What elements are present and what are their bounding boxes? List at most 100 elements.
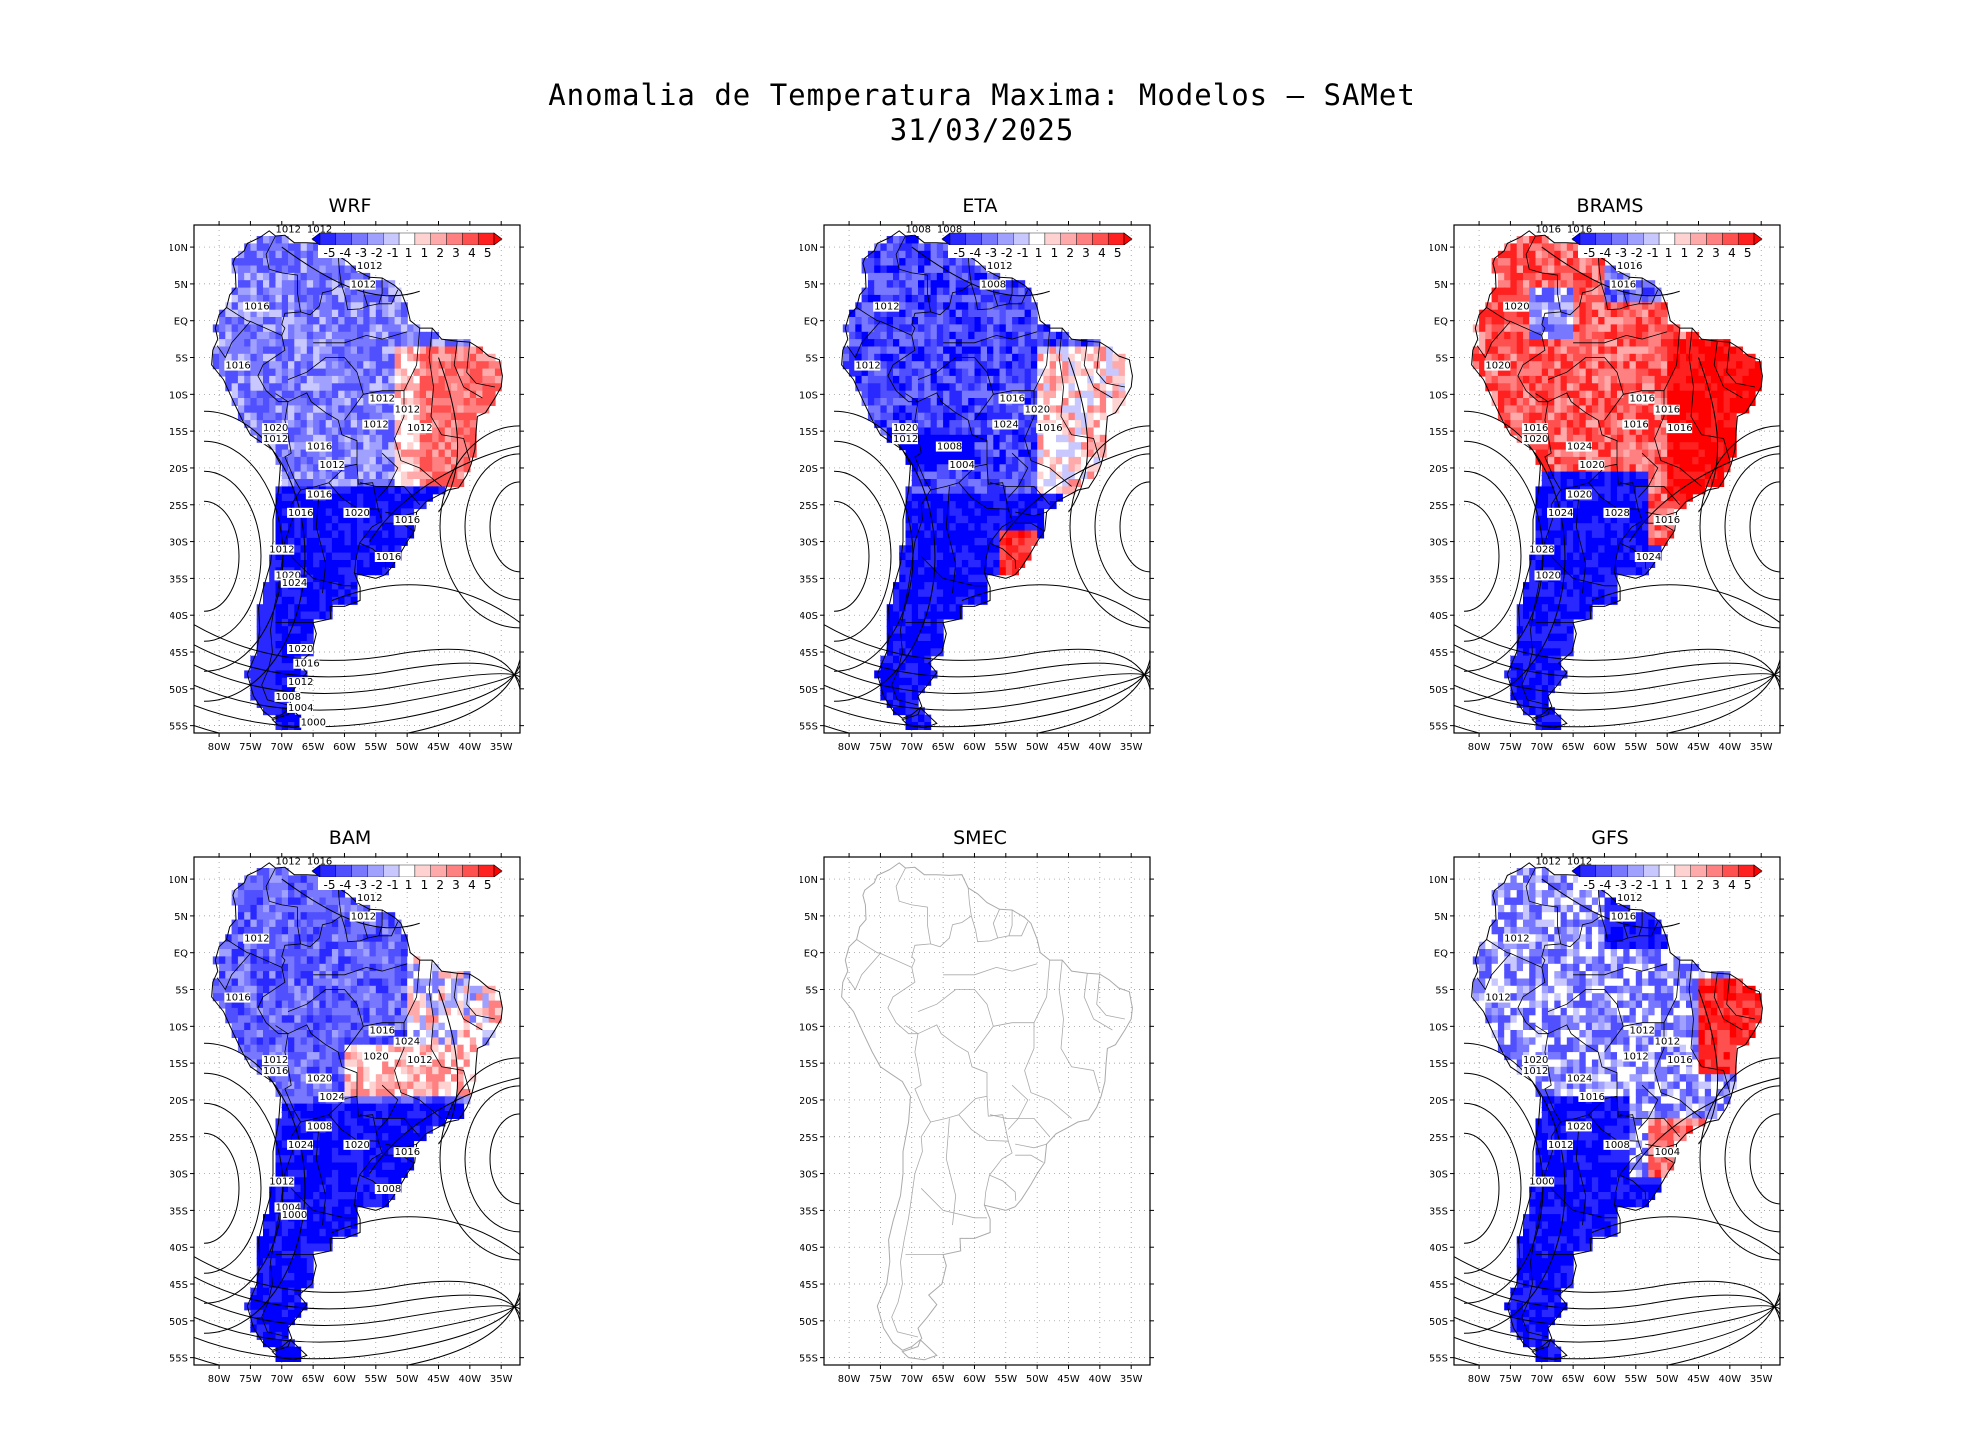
lon-tick-label: 60W — [333, 742, 356, 753]
isobar-label: 1020 — [893, 423, 918, 434]
isobar-label: 1012 — [1504, 934, 1529, 945]
isobar-label: 1020 — [1504, 302, 1529, 313]
lat-tick-label: 5N — [174, 280, 188, 291]
main-title: Anomalia de Temperatura Maxima: Modelos … — [548, 78, 1416, 112]
isobar-label: 1020 — [344, 1140, 369, 1151]
lat-tick-label: 50S — [800, 1317, 818, 1328]
isobar-label: 1012 — [269, 1177, 294, 1188]
colorbar-swatch — [1658, 864, 1676, 878]
colorbar-label: 5 — [1744, 878, 1752, 892]
colorbar-swatch — [1044, 232, 1061, 246]
isobar-label: 1012 — [263, 1055, 288, 1066]
colorbar-swatch — [1579, 232, 1597, 246]
isobar-label: 1016 — [395, 515, 420, 526]
lon-tick-label: 55W — [364, 1374, 387, 1385]
lat-tick-label: 30S — [800, 1170, 818, 1181]
isobar-label: 1012 — [1536, 856, 1561, 867]
isobar-label: 1016 — [225, 993, 250, 1004]
lon-tick-label: 50W — [396, 742, 419, 753]
lat-tick-label: 35S — [1430, 1206, 1448, 1217]
isobar-label: 1016 — [1000, 394, 1025, 405]
lat-tick-label: 30S — [800, 538, 818, 549]
isobar-label: 1024 — [1636, 552, 1661, 563]
colorbar-swatch — [1595, 232, 1612, 246]
lat-tick-label: 55S — [1430, 722, 1448, 733]
lon-tick-label: 55W — [994, 1374, 1017, 1385]
lon-tick-label: 50W — [1026, 1374, 1049, 1385]
lat-tick-label: 10N — [800, 875, 818, 886]
isobar-label: 1012 — [1655, 1037, 1680, 1048]
colorbar-swatch — [414, 864, 431, 878]
lon-tick-label: 80W — [208, 1374, 231, 1385]
lat-tick-label: 45S — [1430, 1280, 1448, 1291]
colorbar-label: -5 — [324, 878, 336, 892]
colorbar-label: -3 — [1615, 246, 1627, 260]
lat-tick-label: 30S — [1430, 1170, 1448, 1181]
colorbar-arrow-high — [1753, 864, 1763, 878]
panel-title: ETA — [962, 195, 998, 217]
lon-tick-label: 40W — [459, 1374, 482, 1385]
isobar-label: 1016 — [1611, 280, 1636, 291]
colorbar-label: 1 — [1681, 878, 1689, 892]
isobar-label: 1020 — [1025, 405, 1050, 416]
colorbar-swatch — [1627, 864, 1644, 878]
isobar-label: 1012 — [319, 460, 344, 471]
colorbar-swatch — [1737, 864, 1755, 878]
isobar-label: 1020 — [307, 1074, 332, 1085]
lon-tick-label: 45W — [1057, 742, 1080, 753]
lat-tick-label: 55S — [170, 1354, 188, 1365]
isobar-label: 1004 — [288, 703, 313, 714]
lat-tick-label: 10N — [1430, 875, 1448, 886]
isobar-label: 1012 — [855, 361, 880, 372]
colorbar-label: -2 — [1631, 878, 1643, 892]
lat-tick-label: EQ — [1434, 949, 1448, 960]
isobar-label: 1004 — [276, 1202, 301, 1213]
lat-tick-label: 55S — [170, 722, 188, 733]
isobar-label: 1012 — [370, 394, 395, 405]
isobar-label: 1012 — [244, 934, 269, 945]
colorbar-label: -1 — [1647, 878, 1659, 892]
colorbar-label: 3 — [452, 246, 460, 260]
lon-tick-label: 40W — [1089, 742, 1112, 753]
isobar-label: 1016 — [1523, 423, 1548, 434]
lat-tick-label: 20S — [1430, 464, 1448, 475]
panel-eta: ETA 1008 1008 1012 1008 1012 1012 1016 1020 1024… — [800, 195, 1160, 755]
isobar-label: 1020 — [276, 570, 301, 581]
colorbar-swatch — [1060, 232, 1077, 246]
colorbar-swatch — [1092, 232, 1109, 246]
lat-tick-label: 55S — [800, 1354, 818, 1365]
isobar-label: 1008 — [376, 1184, 401, 1195]
colorbar-swatch — [1643, 232, 1660, 246]
colorbar-label: 5 — [484, 246, 492, 260]
lat-tick-label: 25S — [800, 1133, 818, 1144]
lat-tick-label: 10N — [800, 243, 818, 254]
colorbar-swatch — [430, 864, 447, 878]
isobar-label: 1020 — [1523, 1055, 1548, 1066]
isobar-label: 1020 — [344, 508, 369, 519]
lat-tick-label: 10N — [170, 875, 188, 886]
isobar-label: 1028 — [1529, 545, 1554, 556]
lat-tick-label: 25S — [1430, 1133, 1448, 1144]
isobar-label: 1012 — [363, 419, 388, 430]
isobar-label: 1000 — [301, 718, 326, 729]
isobar-label: 1004 — [949, 460, 974, 471]
lat-tick-label: 50S — [170, 685, 188, 696]
panel-wrf: WRF 1012 1012 1012 1012 1016 1016 1012 1012 1012… — [170, 195, 530, 755]
isobar-label: 1020 — [363, 1051, 388, 1062]
colorbar-label: 3 — [452, 878, 460, 892]
isobar-label: 1028 — [1604, 508, 1629, 519]
lat-tick-label: 35S — [800, 1206, 818, 1217]
colorbar-label: 2 — [436, 246, 444, 260]
lon-tick-label: 35W — [1120, 742, 1143, 753]
isobar-label: 1016 — [263, 1066, 288, 1077]
colorbar-swatch — [1690, 864, 1707, 878]
colorbar-swatch — [1028, 232, 1046, 246]
colorbar-label: -4 — [339, 246, 351, 260]
isobar-label: 1008 — [276, 692, 301, 703]
lat-tick-label: 5N — [1434, 912, 1448, 923]
panel-title: BAM — [328, 827, 372, 849]
lat-tick-label: 10S — [1430, 390, 1448, 401]
lon-tick-label: 45W — [1687, 742, 1710, 753]
lon-tick-label: 60W — [963, 742, 986, 753]
